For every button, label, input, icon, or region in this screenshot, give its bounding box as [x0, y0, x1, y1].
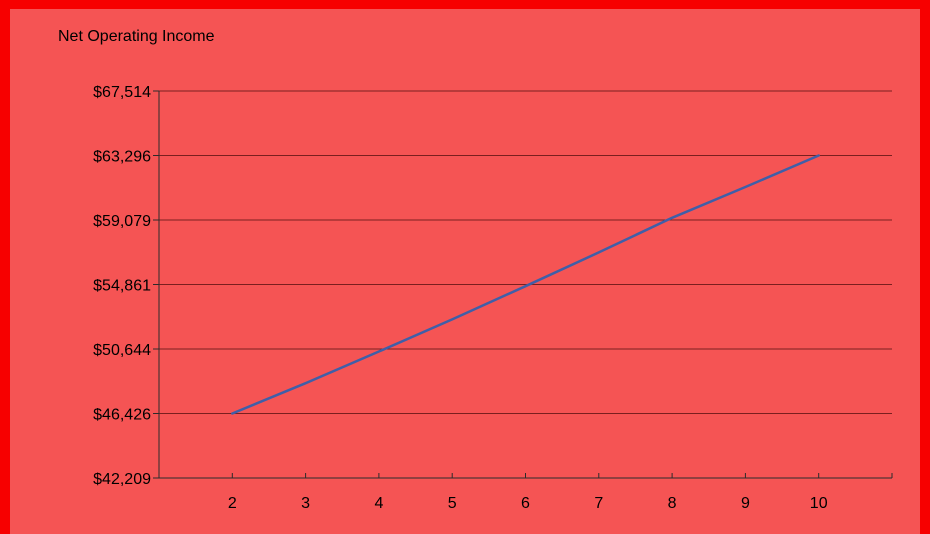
x-tick-label: 10: [810, 495, 828, 512]
y-tick-label: $67,514: [93, 84, 151, 101]
series-layer: [231, 154, 820, 415]
y-tick-label: $54,861: [93, 278, 151, 295]
grid-lines: [159, 90, 892, 414]
series-line: [231, 154, 820, 415]
x-tick-label: 4: [374, 495, 383, 512]
axes: [153, 90, 893, 479]
tick-labels: $42,209 $46,426 $50,644 $54,861 $59,079 $63,2…: [93, 84, 828, 512]
chart-title: Net Operating Income: [58, 28, 215, 45]
x-tick-label: 2: [228, 495, 237, 512]
x-tick-label: 9: [741, 495, 750, 512]
y-tick-label: $46,426: [93, 407, 151, 424]
chart-frame: [10, 9, 920, 534]
x-tick-label: 6: [521, 495, 530, 512]
y-tick-label: $42,209: [93, 471, 151, 488]
x-tick-label: 8: [668, 495, 677, 512]
x-tick-label: 3: [301, 495, 310, 512]
y-tick-label: $63,296: [93, 149, 151, 166]
y-tick-label: $59,079: [93, 213, 151, 230]
x-tick-label: 5: [448, 495, 457, 512]
y-tick-label: $50,644: [93, 342, 151, 359]
x-tick-label: 7: [594, 495, 603, 512]
